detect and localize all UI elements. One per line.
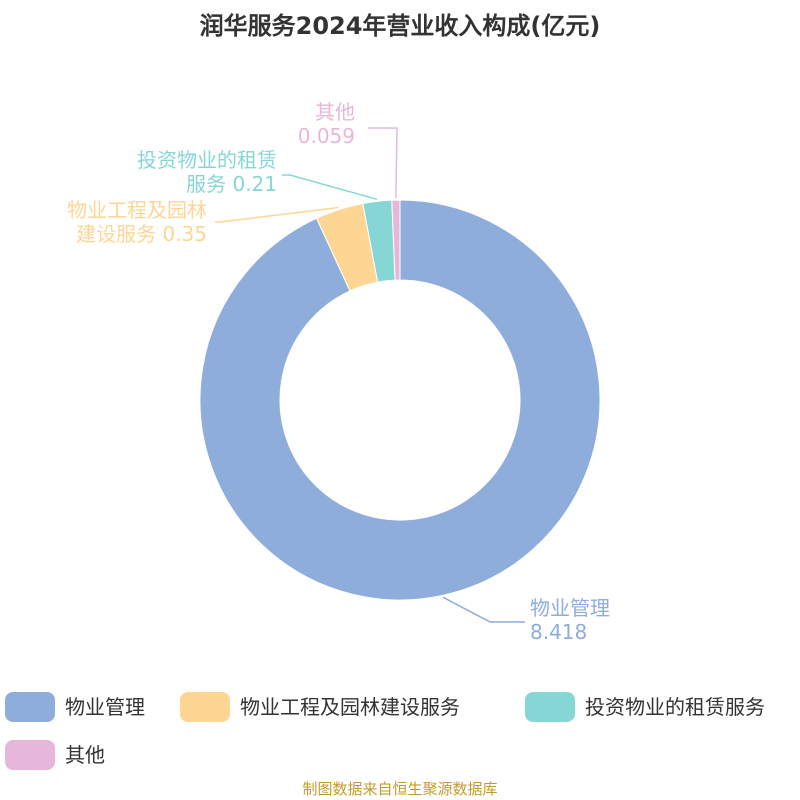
legend-item: 投资物业的租赁服务 — [525, 692, 765, 722]
chart-title: 润华服务2024年营业收入构成(亿元) — [199, 12, 601, 40]
legend-swatch — [5, 692, 55, 722]
source-note: 制图数据来自恒生聚源数据库 — [302, 780, 498, 798]
leader-line — [368, 127, 398, 199]
legend-item: 其他 — [5, 740, 105, 770]
legend-label: 物业工程及园林建设服务 — [240, 695, 460, 719]
slice-label: 物业管理 8.418 — [530, 596, 630, 644]
slice-label: 投资物业的租赁服务 0.21 — [132, 148, 277, 196]
donut-slice — [391, 199, 401, 281]
leader-line — [215, 206, 339, 223]
label-value: 0.35 — [162, 222, 207, 246]
label-name: 其他 — [315, 100, 355, 124]
legend-label: 投资物业的租赁服务 — [585, 695, 765, 719]
label-value: 8.418 — [530, 620, 588, 644]
label-name: 投资物业的租赁服务 — [137, 148, 277, 196]
legend-swatch — [180, 692, 230, 722]
slice-label: 其他 0.059 — [285, 100, 355, 148]
legend-label: 其他 — [65, 743, 105, 767]
leader-line — [282, 174, 378, 201]
leader-line — [442, 596, 525, 623]
label-value: 0.21 — [232, 172, 277, 196]
legend-item: 物业工程及园林建设服务 — [180, 692, 460, 722]
legend-item: 物业管理 — [5, 692, 145, 722]
legend-swatch — [5, 740, 55, 770]
label-value: 0.059 — [297, 124, 355, 148]
donut-slice — [199, 199, 601, 601]
label-name: 物业管理 — [530, 596, 610, 620]
slice-label: 物业工程及园林建设服务 0.35 — [62, 198, 207, 246]
legend-label: 物业管理 — [65, 695, 145, 719]
legend-swatch — [525, 692, 575, 722]
label-name: 物业工程及园林建设服务 — [67, 198, 207, 246]
